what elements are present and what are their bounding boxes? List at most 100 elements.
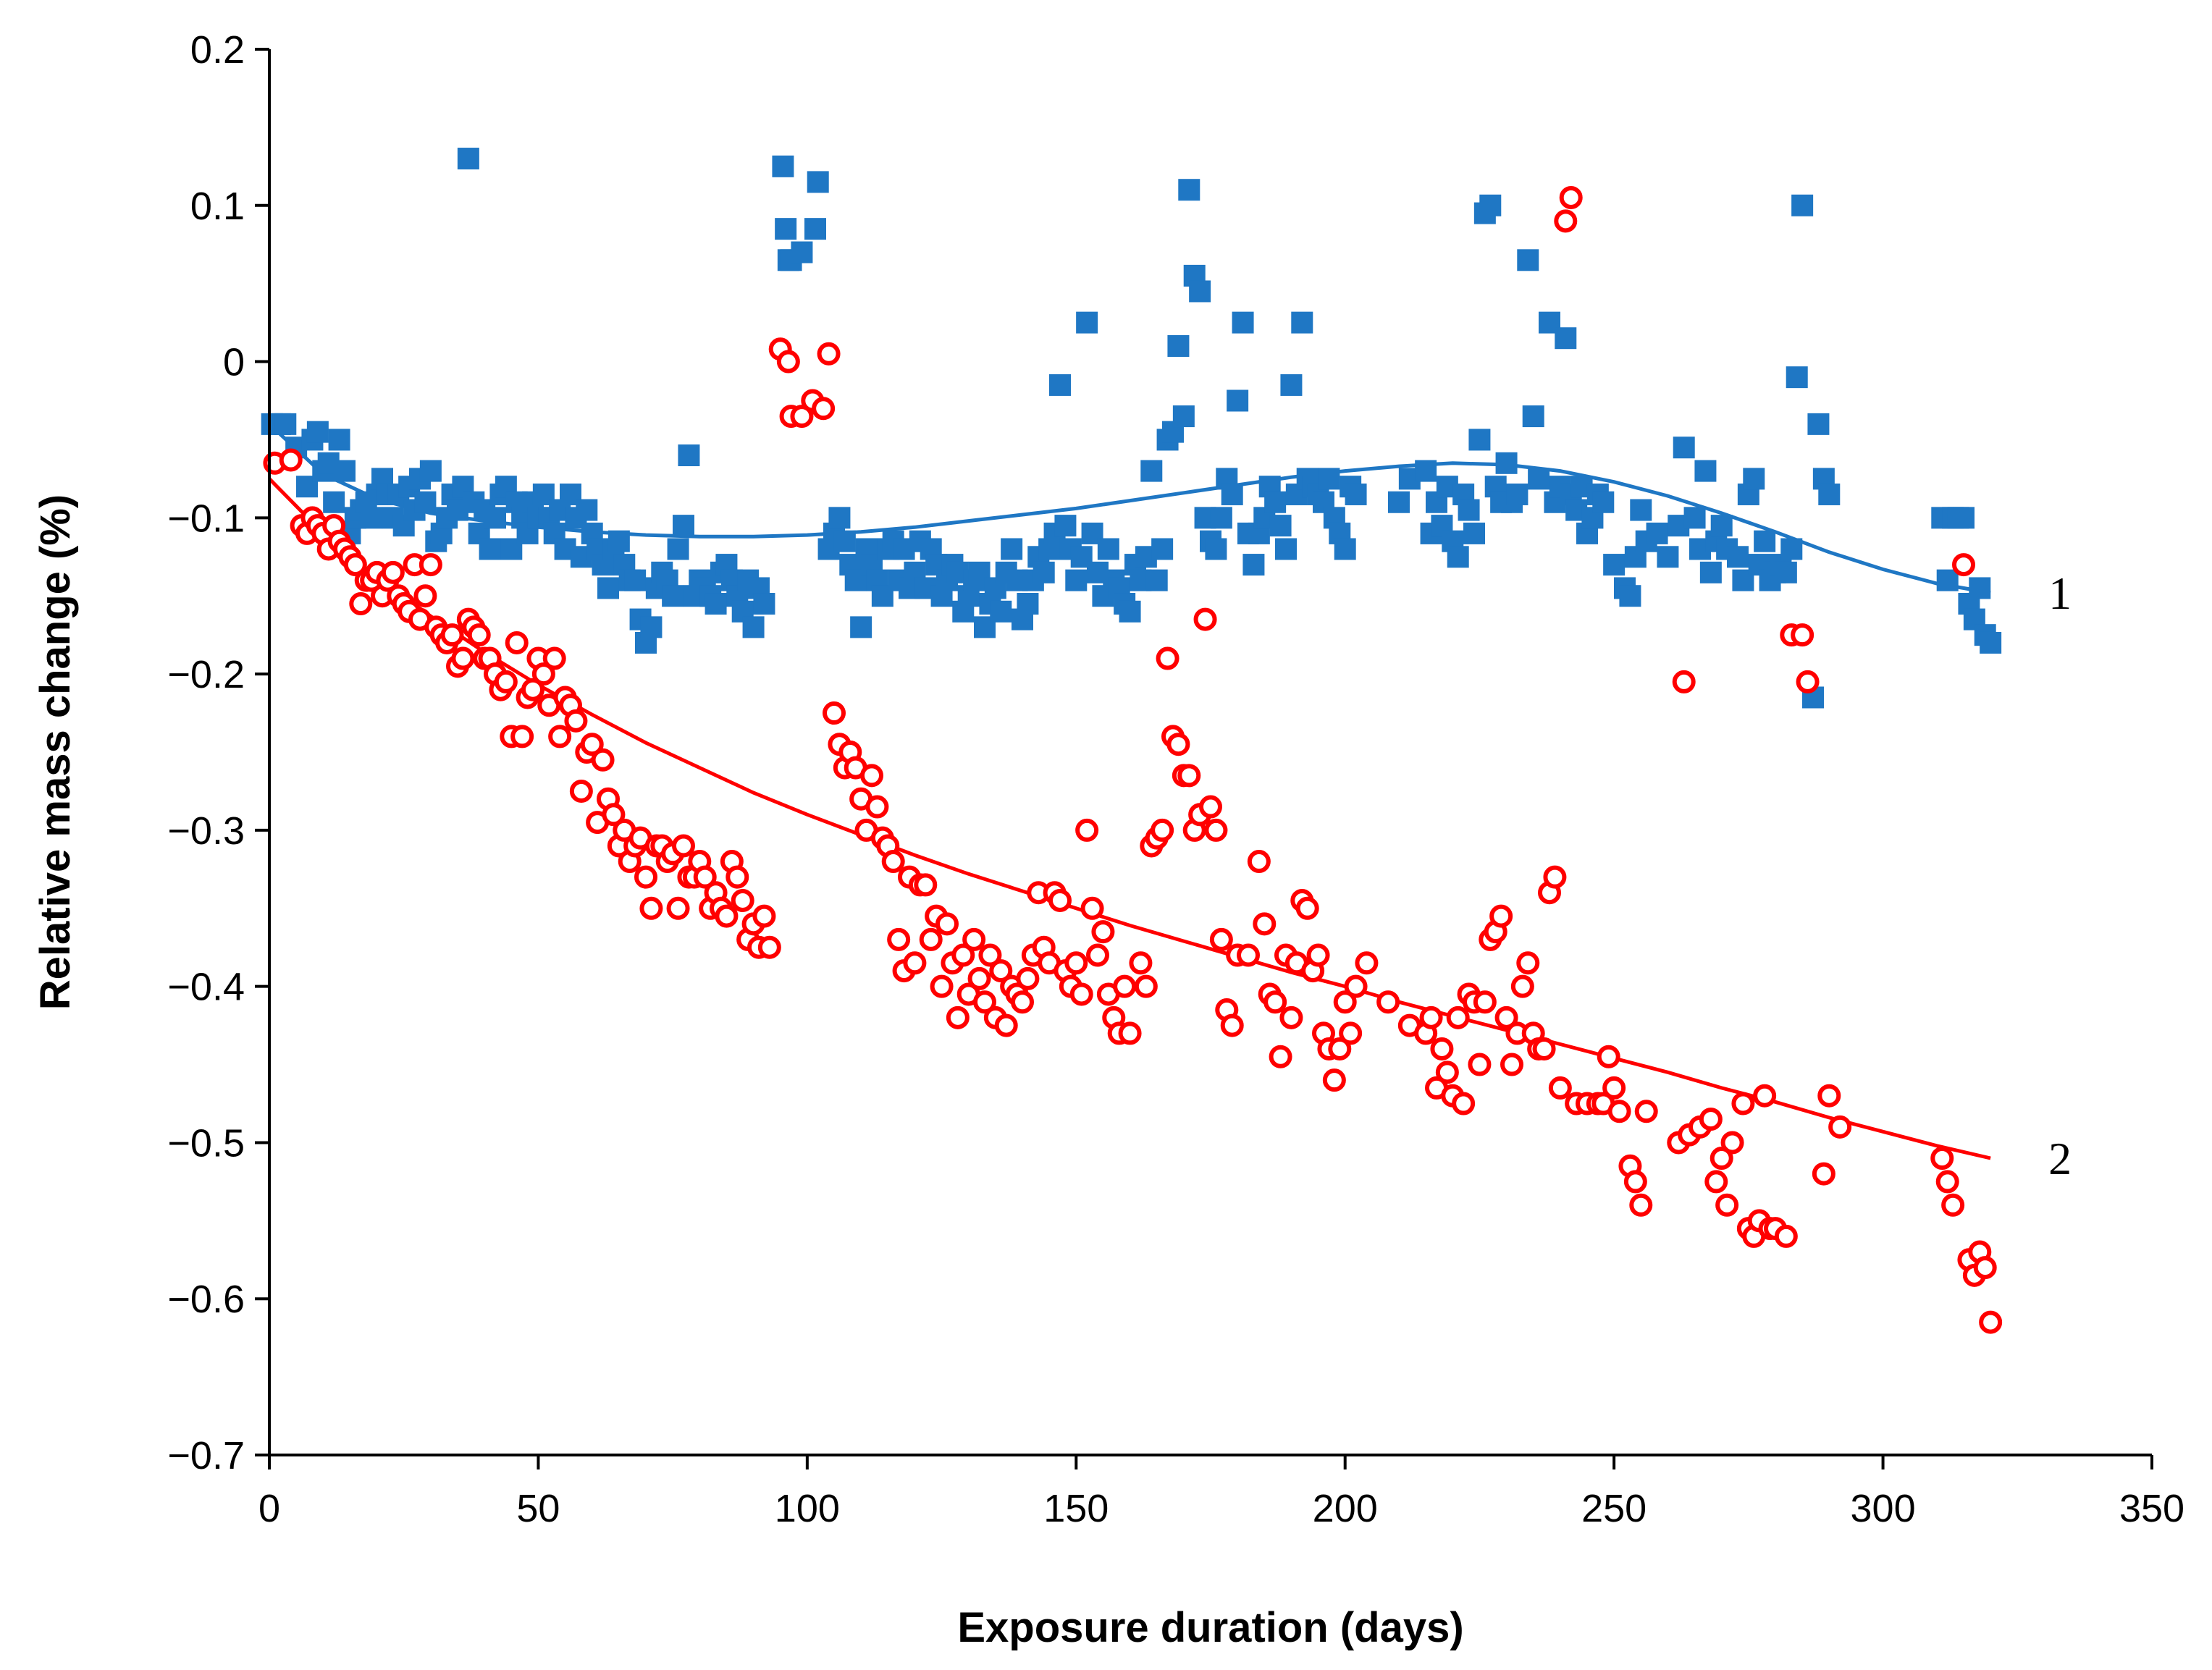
data-point-circle [1220,1013,1244,1037]
data-point-circle [823,701,846,725]
y-tick-label: 0.2 [190,28,245,72]
data-point-circle [1699,1108,1723,1131]
data-point-circle [935,912,959,936]
data-point-circle [1607,1100,1631,1123]
data-point-square [1807,413,1830,435]
data-point-circle [1355,951,1379,975]
data-point-square [1345,483,1367,505]
data-point-circle [1753,1084,1777,1108]
data-point-square [1458,499,1480,521]
data-point-square [1969,577,1991,599]
data-point-square [833,530,856,552]
x-tick-label: 200 [1313,1487,1378,1530]
x-axis-title: Exposure duration (days) [957,1604,1463,1651]
data-point-circle [715,904,739,928]
data-point-circle [994,1013,1018,1037]
data-point-circle [602,803,626,827]
data-point-square [667,538,689,560]
data-point-square [1786,366,1808,389]
data-point-square [328,429,350,451]
data-point-circle [1193,607,1217,631]
data-point-square [1189,280,1211,303]
data-point-circle [1548,1076,1572,1100]
data-point-square [804,218,826,240]
data-point-circle [591,748,615,772]
data-point-square [1479,194,1502,216]
data-point-circle [279,448,303,472]
x-tick-label: 100 [775,1487,840,1530]
data-point-circle [1532,1037,1556,1060]
data-point-square [1269,515,1292,537]
series-labels: 12 [2048,568,2072,1184]
data-point-circle [1489,904,1513,928]
data-point-circle [1731,1092,1755,1116]
data-point-square [1727,546,1749,568]
data-point-circle [1812,1162,1835,1186]
series-label-1: 1 [2048,568,2072,619]
data-point-square [576,499,598,521]
data-point-circle [1935,1170,1959,1194]
data-point-square [607,530,630,552]
data-point-circle [521,678,544,701]
data-point-circle [1672,670,1696,693]
data-point-square [990,600,1012,623]
data-point-circle [639,896,663,920]
data-point-square [1694,460,1717,482]
data-point-circle [865,795,889,819]
data-point-square [742,616,765,638]
data-point-square [1630,499,1652,521]
data-point-square [414,491,437,513]
data-point-circle [1279,1005,1303,1029]
data-point-circle [1376,990,1400,1014]
data-point-square [1280,374,1303,396]
data-point-circle [812,397,836,421]
data-point-circle [440,623,464,647]
data-point-circle [1543,865,1567,889]
data-point-square [1818,483,1841,505]
x-tick-label: 150 [1043,1487,1109,1530]
data-point-square [1388,491,1410,513]
data-point-square [1334,538,1356,560]
data-point-circle [1452,1092,1476,1116]
data-point-circle [1817,1084,1841,1108]
data-point-square [1415,460,1437,482]
data-point-square [306,421,329,443]
data-point-circle [580,733,604,756]
data-point-circle [494,670,518,693]
data-point-square [775,218,797,240]
data-point-square [1791,194,1814,216]
data-point-circle [1253,912,1277,936]
data-point-circle [1247,850,1271,874]
data-point-circle [731,888,754,912]
data-point-circle [1516,951,1540,975]
data-point-circle [1011,990,1034,1014]
data-point-circle [1554,209,1578,233]
data-point-square [1743,468,1765,490]
data-point-circle [1941,1193,1965,1217]
data-point-circle [860,764,883,788]
data-point-square [1592,491,1615,513]
data-point-square [772,155,794,177]
data-point-circle [1134,974,1158,998]
data-point-square [361,507,383,529]
data-point-circle [1344,974,1368,998]
y-tick-label: −0.5 [167,1121,245,1165]
data-point-square [479,538,501,560]
data-point-square [1754,530,1776,552]
data-point-square [705,593,727,615]
data-point-square [1151,538,1174,560]
series-2-points [263,185,2003,1334]
data-point-circle [1704,1170,1728,1194]
data-point-square [678,444,700,467]
data-point-circle [1339,1021,1363,1045]
data-point-square [753,593,775,615]
data-point-circle [1468,1053,1492,1076]
data-point-circle [564,709,588,733]
data-point-circle [1828,1115,1852,1139]
data-point-circle [817,342,841,366]
data-point-circle [989,959,1013,983]
data-point-square [1953,507,1975,529]
data-point-square [828,507,851,529]
y-tick-label: −0.4 [167,966,245,1009]
